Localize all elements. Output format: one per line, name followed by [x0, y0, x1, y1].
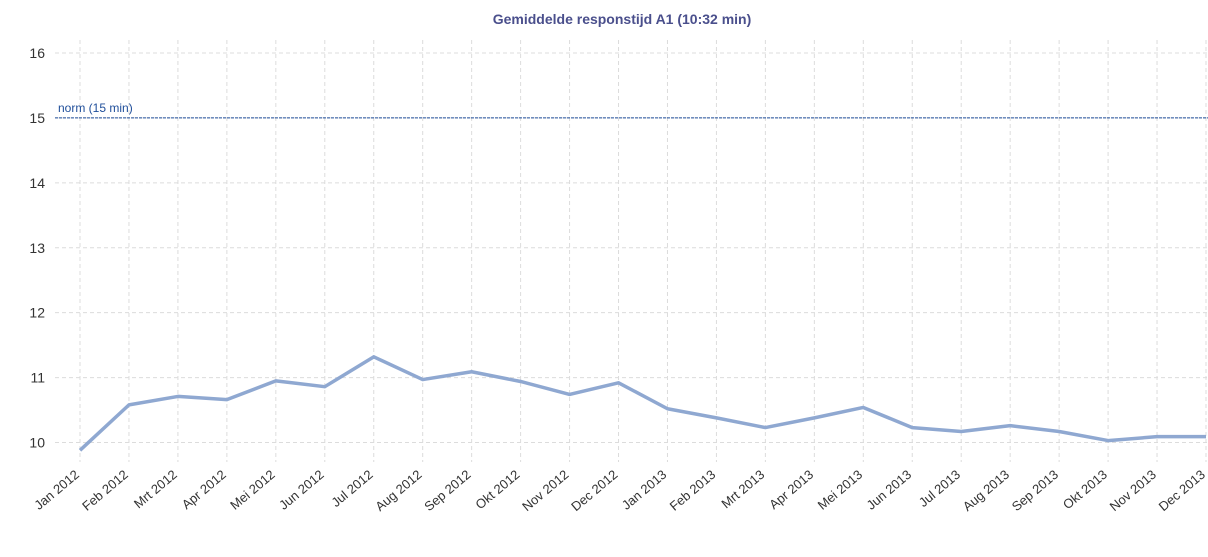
x-tick-label: Apr 2012	[179, 467, 229, 512]
x-tick-label: Mei 2012	[227, 467, 278, 513]
x-tick-label: Dec 2012	[568, 467, 620, 514]
y-tick-label: 15	[29, 110, 45, 126]
x-tick-label: Apr 2013	[766, 467, 816, 512]
x-tick-label: Jan 2012	[31, 467, 82, 513]
x-tick-label: Jan 2013	[619, 467, 670, 513]
x-tick-label: Okt 2012	[472, 467, 522, 512]
reference-label: norm (15 min)	[58, 101, 133, 115]
x-tick-label: Jul 2012	[328, 467, 375, 510]
line	[78, 355, 1206, 452]
x-tick-label: Feb 2013	[667, 467, 719, 514]
x-tick-label: Okt 2013	[1060, 467, 1110, 512]
y-tick-label: 14	[29, 175, 45, 191]
x-tick-label: Feb 2012	[79, 467, 131, 514]
x-tick-label: Jun 2012	[276, 467, 327, 513]
x-tick-label: Mei 2013	[815, 467, 866, 513]
x-tick-label: Aug 2012	[372, 467, 424, 514]
x-tick-label: Aug 2013	[960, 467, 1012, 514]
y-tick-label: 13	[29, 240, 45, 256]
x-tick-label: Nov 2012	[519, 467, 571, 514]
chart-title: Gemiddelde responstijd A1 (10:32 min)	[493, 11, 752, 27]
y-tick-label: 10	[29, 435, 45, 451]
x-tick-label: Dec 2013	[1156, 467, 1208, 514]
x-tick-label: Sep 2013	[1009, 467, 1061, 514]
x-tick-label: Mrt 2012	[131, 467, 180, 511]
y-tick-label: 16	[29, 45, 45, 61]
x-tick-label: Sep 2012	[421, 467, 473, 514]
y-tick-label: 11	[30, 370, 45, 386]
x-tick-label: Nov 2013	[1107, 467, 1159, 514]
y-tick-label: 12	[29, 305, 45, 321]
x-tick-label: Mrt 2013	[718, 467, 767, 511]
x-tick-label: Jun 2013	[864, 467, 915, 513]
x-tick-label: Jul 2013	[916, 467, 963, 510]
